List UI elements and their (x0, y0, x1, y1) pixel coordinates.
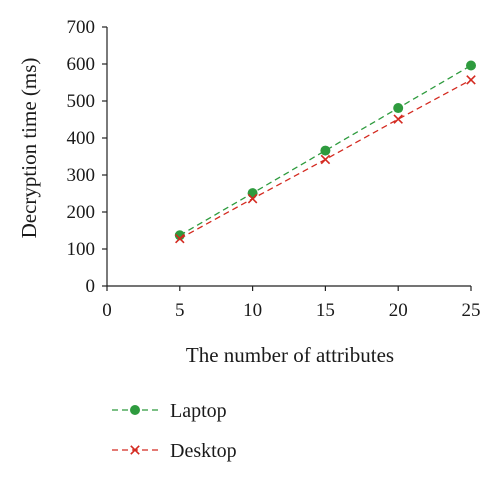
data-point-desktop (466, 75, 476, 85)
legend-marker-laptop (130, 405, 140, 415)
x-marker-stroke (320, 154, 331, 165)
x-marker-stroke (175, 233, 185, 244)
data-point-laptop (466, 60, 476, 71)
axes (102, 26, 472, 291)
x-tick-label: 15 (316, 300, 335, 321)
x-marker-stroke (247, 193, 258, 204)
x-axis-title: The number of attributes (186, 343, 394, 367)
x-tick-label: 5 (175, 300, 185, 321)
legend-marker-desktop (130, 445, 140, 455)
x-tick-label: 20 (389, 300, 408, 321)
data-point-desktop (175, 233, 185, 244)
y-tick-label: 300 (67, 165, 96, 186)
y-tick-label: 600 (67, 54, 96, 75)
y-tick-label: 200 (67, 202, 96, 223)
data-point-desktop (247, 193, 258, 204)
legend-item-laptop: Laptop (112, 400, 227, 422)
tick-labels: 0 100 200 300 400 500 600 700 0 5 10 15 20 25 (67, 17, 481, 321)
series-laptop (174, 60, 476, 241)
data-point-desktop (320, 154, 331, 165)
x-tick-label: 10 (243, 300, 262, 321)
x-marker-stroke (466, 75, 476, 85)
x-marker-stroke (393, 114, 403, 124)
legend: Laptop Desktop (112, 400, 237, 462)
series-desktop (175, 75, 476, 244)
legend-item-desktop: Desktop (112, 440, 237, 462)
x-marker-stroke (130, 445, 140, 455)
y-tick-label: 400 (67, 128, 96, 149)
y-tick-label: 700 (67, 17, 96, 38)
series-line-laptop (179, 64, 472, 236)
data-point-laptop (247, 188, 258, 199)
data-point-laptop (320, 145, 331, 156)
y-tick-label: 500 (67, 91, 96, 112)
y-tick-label: 0 (86, 276, 96, 297)
legend-label-laptop: Laptop (170, 400, 227, 422)
y-axis-title: Decryption time (ms) (17, 58, 41, 239)
x-tick-label: 25 (462, 300, 481, 321)
y-tick-label: 100 (67, 239, 96, 260)
data-point-laptop (393, 103, 404, 114)
x-tick-label: 0 (102, 300, 112, 321)
legend-label-desktop: Desktop (170, 440, 237, 462)
data-point-desktop (393, 114, 403, 124)
series (174, 60, 476, 244)
